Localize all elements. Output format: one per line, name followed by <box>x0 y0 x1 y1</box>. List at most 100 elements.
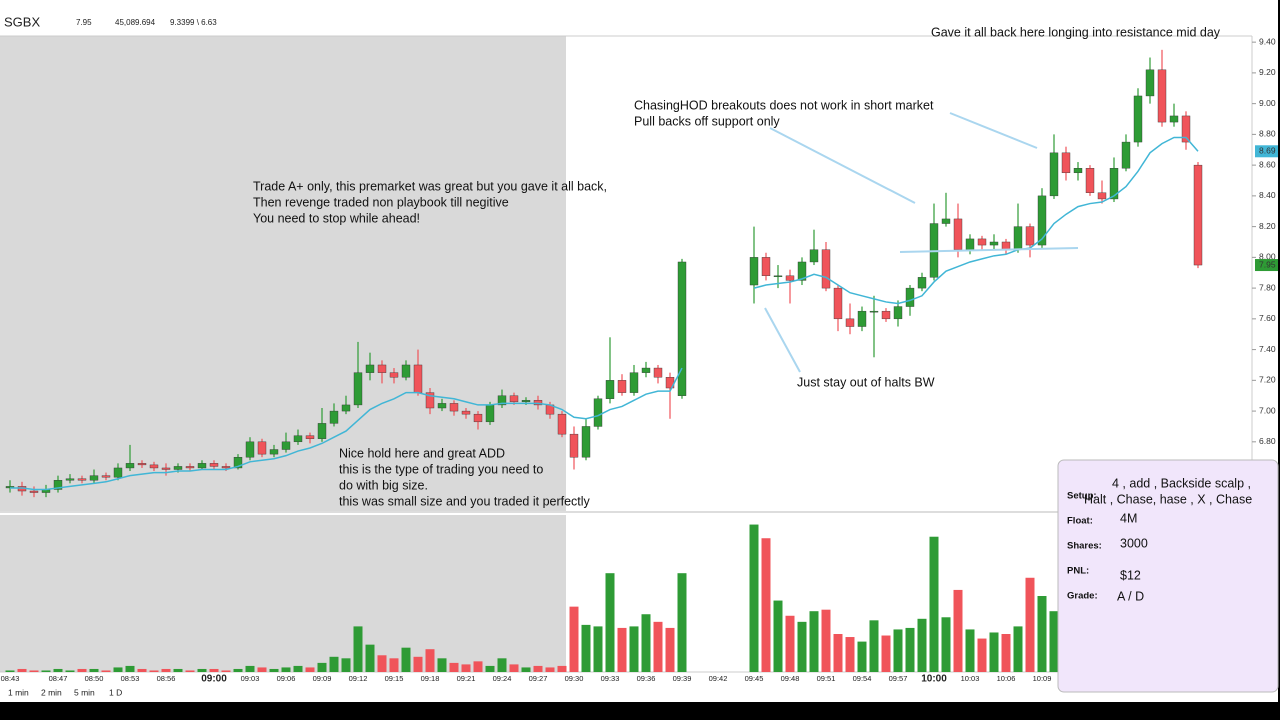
timeframe-button[interactable]: 1 min <box>8 687 29 697</box>
volume-bar <box>521 667 531 672</box>
panel-label: Float: <box>1067 516 1093 527</box>
candle-body <box>1193 164 1203 266</box>
candle-body <box>893 306 903 320</box>
volume-bar <box>185 670 195 672</box>
volume-bar <box>581 624 591 672</box>
x-tick-label: 09:42 <box>709 674 728 683</box>
volume-bar <box>833 634 843 672</box>
candle-body <box>293 435 303 443</box>
volume-bar <box>269 668 279 672</box>
candle-body <box>521 400 531 403</box>
arrow <box>949 112 1038 149</box>
y-tick-label: 7.20 <box>1259 375 1276 385</box>
candle-body <box>629 372 639 393</box>
timeframe-button[interactable]: 2 min <box>41 687 62 697</box>
volume-bar <box>797 621 807 672</box>
candle-body <box>413 364 423 393</box>
volume-bar <box>293 665 303 672</box>
volume-bar <box>1013 626 1023 672</box>
arrow <box>764 307 801 373</box>
volume-bar <box>533 665 543 672</box>
candle-body <box>257 441 267 455</box>
y-tick-label: 8.00 <box>1259 252 1276 262</box>
candle-body <box>1001 241 1011 250</box>
candle-body <box>977 238 987 246</box>
volume-bar <box>773 600 783 672</box>
candle-body <box>869 310 879 313</box>
candle-body <box>89 475 99 481</box>
volume-bar <box>245 665 255 672</box>
candle-body <box>797 261 807 281</box>
annotation: You need to stop while ahead! <box>253 211 420 225</box>
candle-body <box>473 413 483 423</box>
x-tick-label: 10:00 <box>921 674 947 685</box>
annotation: Nice hold here and great ADD <box>339 446 505 460</box>
trade-panel <box>1057 459 1279 693</box>
volume-bar <box>137 668 147 672</box>
x-tick-label: 10:03 <box>961 674 980 683</box>
candle-body <box>461 410 471 415</box>
volume-bar <box>869 620 879 672</box>
volume-bar <box>425 649 435 672</box>
volume-bar <box>377 655 387 672</box>
x-tick-label: 10:09 <box>1033 674 1052 683</box>
candle-body <box>1097 192 1107 200</box>
header-stat: 7.95 <box>76 18 92 27</box>
volume-bar <box>593 626 603 672</box>
candle-body <box>221 466 231 469</box>
volume-bar <box>905 627 915 672</box>
volume-bar <box>509 664 519 672</box>
annotation: ChasingHOD breakouts does not work in sh… <box>634 98 934 112</box>
x-tick-label: 09:33 <box>601 674 620 683</box>
x-tick-label: 08:56 <box>157 674 176 683</box>
x-tick-label: 09:36 <box>637 674 656 683</box>
volume-bar <box>461 664 471 672</box>
volume-bar <box>977 638 987 672</box>
candle-body <box>953 218 963 250</box>
y-tick-label: 8.20 <box>1259 221 1276 231</box>
timeframe-button[interactable]: 1 D <box>109 687 122 697</box>
volume-bar <box>161 668 171 672</box>
candle-body <box>1157 69 1167 123</box>
candle-body <box>809 249 819 263</box>
volume-bar <box>125 665 135 672</box>
volume-bar <box>653 621 663 672</box>
y-tick-label: 7.00 <box>1259 405 1276 415</box>
volume-bar <box>929 536 939 672</box>
candle-body <box>1025 226 1035 246</box>
header-stat: 9.3399 \ 6.63 <box>170 18 217 27</box>
candle-body <box>497 395 507 406</box>
annotation: Gave it all back here longing into resis… <box>931 25 1221 39</box>
candle-body <box>509 395 519 403</box>
candle-body <box>1085 168 1095 193</box>
bottom-bar <box>0 702 1280 720</box>
arrow <box>899 247 1079 253</box>
volume-bar <box>101 670 111 672</box>
x-tick-label: 10:06 <box>997 674 1016 683</box>
x-tick-label: 09:06 <box>277 674 296 683</box>
volume-bar <box>65 670 75 672</box>
volume-bar <box>1025 577 1035 672</box>
arrow <box>769 127 916 204</box>
candle-body <box>785 275 795 281</box>
x-tick-label: 09:39 <box>673 674 692 683</box>
y-tick-label: 6.80 <box>1259 436 1276 446</box>
candle-body <box>833 287 843 320</box>
candle-body <box>185 466 195 469</box>
candle-body <box>1169 115 1179 123</box>
volume-bar <box>785 615 795 672</box>
candle-body <box>149 464 159 469</box>
candle-body <box>593 398 603 427</box>
x-tick-label: 09:57 <box>889 674 908 683</box>
candle-body <box>653 367 663 378</box>
y-tick-label: 8.60 <box>1259 159 1276 169</box>
x-tick-label: 09:54 <box>853 674 872 683</box>
panel-value: $12 <box>1120 568 1141 582</box>
timeframe-button[interactable]: 5 min <box>74 687 95 697</box>
candle-body <box>173 466 183 470</box>
candle-body <box>1109 168 1119 200</box>
y-tick-label: 8.80 <box>1259 129 1276 139</box>
volume-bar <box>1037 596 1047 672</box>
x-tick-label: 09:27 <box>529 674 548 683</box>
